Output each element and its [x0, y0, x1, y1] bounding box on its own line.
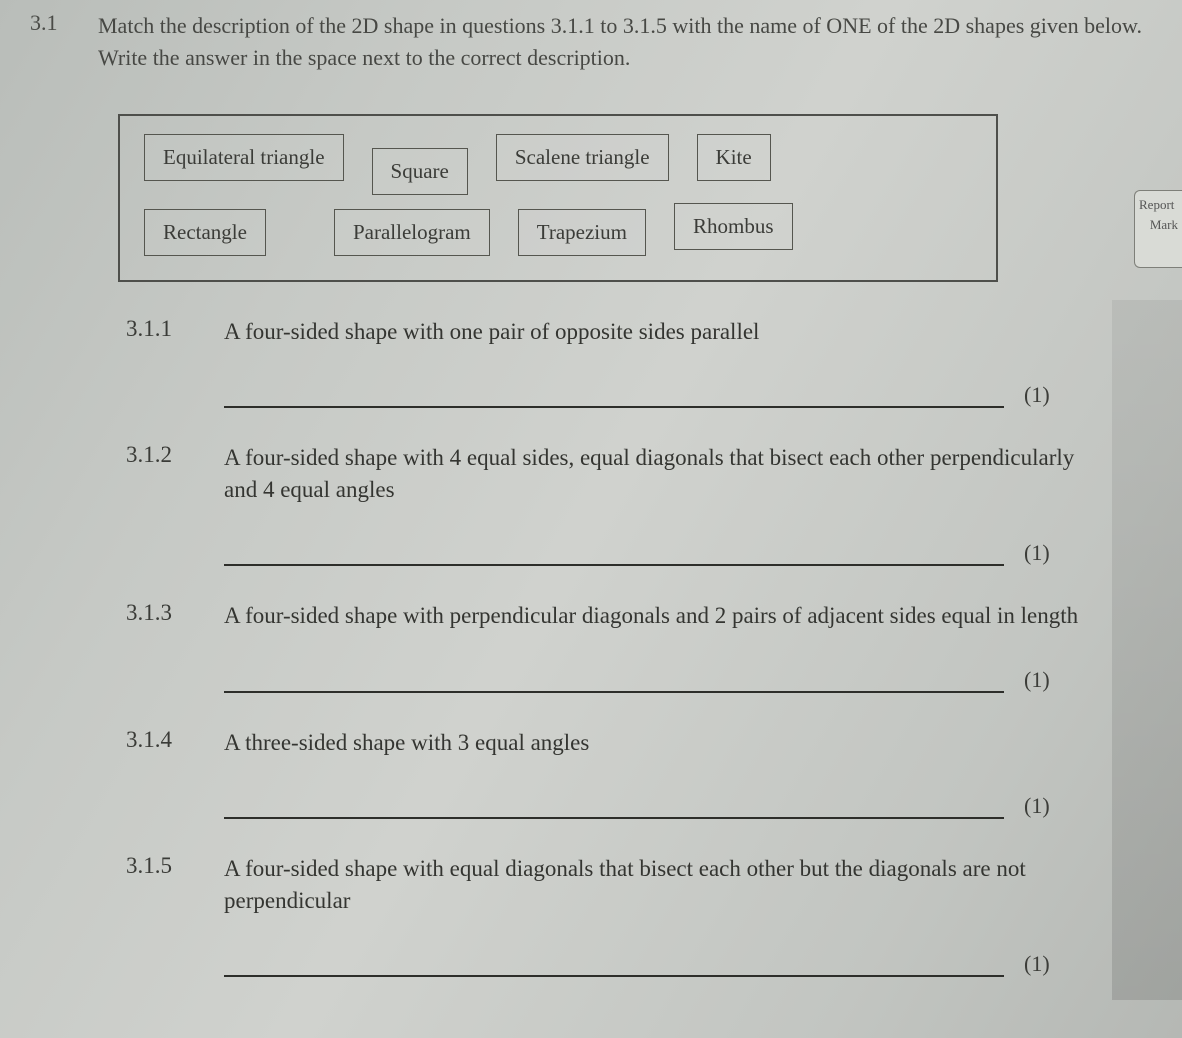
- marks-label: (1): [1024, 951, 1050, 977]
- sub-question-number: 3.1.2: [126, 442, 196, 566]
- shape-chip: Parallelogram: [334, 209, 490, 256]
- main-question-number: 3.1: [30, 10, 80, 977]
- sticker-line-1: Report: [1139, 197, 1178, 213]
- worksheet-page: 3.1 Match the description of the 2D shap…: [0, 0, 1182, 1038]
- answer-row: (1): [224, 667, 1112, 693]
- sub-question-text: A four-sided shape with one pair of oppo…: [224, 316, 1112, 348]
- sub-question: 3.1.4 A three-sided shape with 3 equal a…: [126, 727, 1152, 819]
- sticker-line-2: Mark: [1139, 217, 1178, 233]
- shape-chip: Rhombus: [674, 203, 793, 250]
- shape-chip: Kite: [697, 134, 771, 181]
- answer-row: (1): [224, 793, 1112, 819]
- main-question-body: Match the description of the 2D shape in…: [98, 10, 1152, 977]
- sub-question-number: 3.1.5: [126, 853, 196, 977]
- shape-chip: Equilateral triangle: [144, 134, 344, 181]
- answer-row: (1): [224, 540, 1112, 566]
- answer-blank-line[interactable]: [224, 691, 1004, 693]
- shape-bank-row-1: Equilateral triangle Square Scalene tria…: [144, 134, 972, 195]
- sub-question-text: A four-sided shape with 4 equal sides, e…: [224, 442, 1112, 506]
- sub-question-body: A four-sided shape with one pair of oppo…: [224, 316, 1152, 408]
- shape-chip: Rectangle: [144, 209, 266, 256]
- marks-label: (1): [1024, 382, 1050, 408]
- sub-question-number: 3.1.3: [126, 600, 196, 692]
- sub-question-body: A three-sided shape with 3 equal angles …: [224, 727, 1152, 819]
- shape-chip: Scalene triangle: [496, 134, 669, 181]
- answer-blank-line[interactable]: [224, 975, 1004, 977]
- sub-question-body: A four-sided shape with perpendicular di…: [224, 600, 1152, 692]
- shape-bank-row-2: Rectangle Parallelogram Trapezium Rhombu…: [144, 209, 972, 256]
- marks-label: (1): [1024, 667, 1050, 693]
- sub-question-body: A four-sided shape with equal diagonals …: [224, 853, 1152, 977]
- sub-question-text: A four-sided shape with equal diagonals …: [224, 853, 1112, 917]
- instruction-text: Match the description of the 2D shape in…: [98, 10, 1152, 74]
- answer-blank-line[interactable]: [224, 564, 1004, 566]
- sub-question-body: A four-sided shape with 4 equal sides, e…: [224, 442, 1152, 566]
- shape-chip: Trapezium: [518, 209, 646, 256]
- shape-bank-box: Equilateral triangle Square Scalene tria…: [118, 114, 998, 282]
- marks-label: (1): [1024, 540, 1050, 566]
- sub-question: 3.1.2 A four-sided shape with 4 equal si…: [126, 442, 1152, 566]
- edge-sticker: Report Mark: [1134, 190, 1182, 268]
- answer-row: (1): [224, 382, 1112, 408]
- main-question-row: 3.1 Match the description of the 2D shap…: [30, 10, 1152, 977]
- answer-row: (1): [224, 951, 1112, 977]
- sub-question-text: A four-sided shape with perpendicular di…: [224, 600, 1112, 632]
- sub-question-number: 3.1.1: [126, 316, 196, 408]
- sub-question-text: A three-sided shape with 3 equal angles: [224, 727, 1112, 759]
- answer-blank-line[interactable]: [224, 817, 1004, 819]
- marks-label: (1): [1024, 793, 1050, 819]
- sub-question: 3.1.5 A four-sided shape with equal diag…: [126, 853, 1152, 977]
- answer-blank-line[interactable]: [224, 406, 1004, 408]
- sub-question: 3.1.3 A four-sided shape with perpendicu…: [126, 600, 1152, 692]
- sub-question-number: 3.1.4: [126, 727, 196, 819]
- sub-question: 3.1.1 A four-sided shape with one pair o…: [126, 316, 1152, 408]
- shape-chip: Square: [372, 148, 468, 195]
